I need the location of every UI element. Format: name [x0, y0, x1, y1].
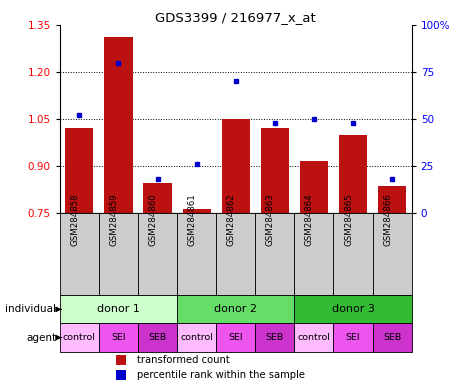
Text: SEI: SEI [228, 333, 242, 342]
Text: GSM284861: GSM284861 [187, 193, 196, 246]
Bar [260, 128, 288, 213]
Bar [255, 323, 294, 352]
Bar [377, 186, 405, 213]
Text: SEB: SEB [265, 333, 283, 342]
Bar [294, 323, 333, 352]
Bar [138, 213, 177, 295]
Bar [338, 135, 366, 213]
Bar [60, 213, 99, 295]
Text: SEB: SEB [382, 333, 400, 342]
Bar [299, 161, 327, 213]
Bar [177, 295, 294, 323]
Text: donor 2: donor 2 [214, 305, 257, 314]
Text: transformed count: transformed count [136, 355, 229, 365]
Text: control: control [297, 333, 330, 342]
Text: control: control [63, 333, 95, 342]
Text: agent: agent [26, 333, 56, 343]
Title: GDS3399 / 216977_x_at: GDS3399 / 216977_x_at [155, 11, 315, 24]
Bar [294, 295, 411, 323]
Text: GSM284865: GSM284865 [343, 193, 353, 246]
Bar [216, 213, 255, 295]
Bar [116, 370, 126, 380]
Text: GSM284866: GSM284866 [382, 193, 391, 246]
Bar [177, 323, 216, 352]
Text: GSM284864: GSM284864 [304, 193, 313, 246]
Bar [65, 128, 93, 213]
Bar [143, 183, 171, 213]
Text: donor 3: donor 3 [331, 305, 374, 314]
Text: GSM284862: GSM284862 [226, 193, 235, 246]
Text: SEB: SEB [148, 333, 166, 342]
Bar [138, 323, 177, 352]
Text: GSM284858: GSM284858 [70, 193, 79, 246]
Bar [99, 323, 138, 352]
Bar [60, 295, 177, 323]
Bar [221, 119, 249, 213]
Text: SEI: SEI [345, 333, 359, 342]
Bar [333, 213, 372, 295]
Bar [177, 213, 216, 295]
Bar [182, 209, 210, 213]
Bar [372, 213, 411, 295]
Bar [104, 38, 132, 213]
Text: GSM284860: GSM284860 [148, 193, 157, 246]
Bar [216, 323, 255, 352]
Text: donor 1: donor 1 [97, 305, 140, 314]
Text: individual: individual [5, 305, 56, 314]
Bar [60, 323, 99, 352]
Bar [99, 213, 138, 295]
Bar [294, 213, 333, 295]
Text: percentile rank within the sample: percentile rank within the sample [136, 370, 304, 380]
Bar [372, 323, 411, 352]
Bar [333, 323, 372, 352]
Bar [116, 355, 126, 365]
Text: GSM284863: GSM284863 [265, 193, 274, 246]
Text: SEI: SEI [111, 333, 125, 342]
Text: control: control [180, 333, 213, 342]
Bar [255, 213, 294, 295]
Text: GSM284859: GSM284859 [109, 193, 118, 246]
